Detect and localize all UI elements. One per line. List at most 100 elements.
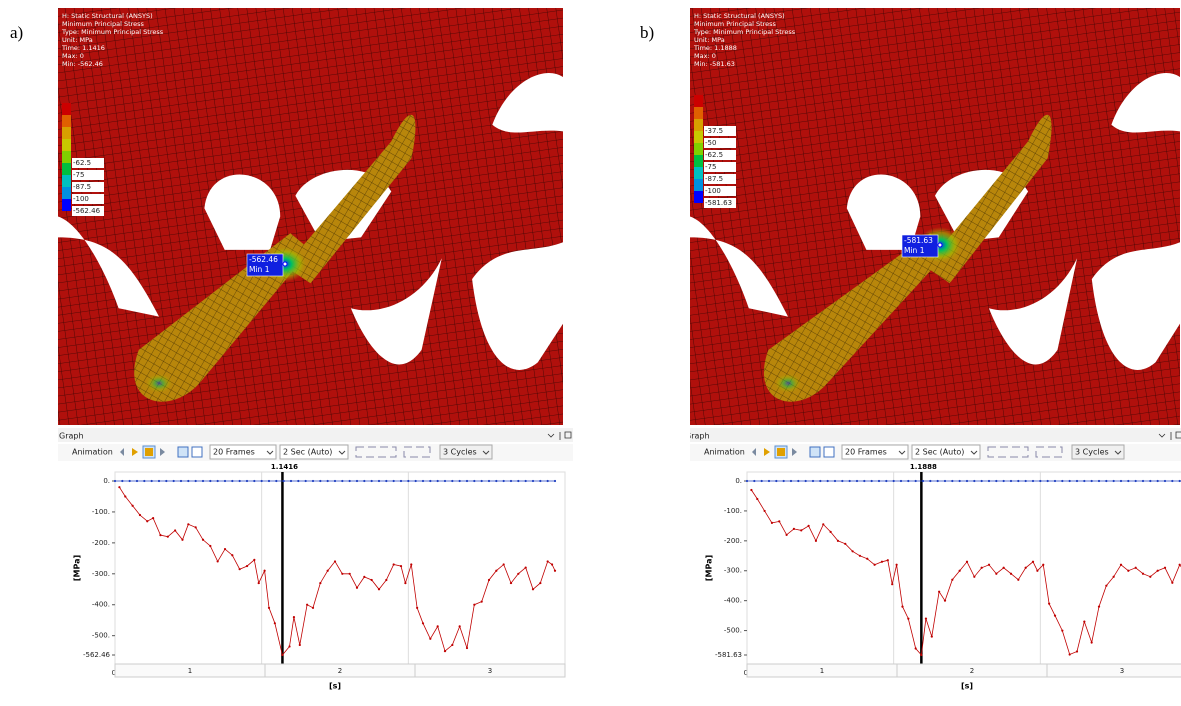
series-point: [958, 479, 961, 483]
graph-title: Graph: [685, 432, 710, 441]
toolbar-icons: [1035, 446, 1063, 458]
tooth-gap: [988, 258, 1078, 365]
series-point: [341, 479, 344, 483]
series-point: [363, 479, 366, 483]
button-icon: [132, 448, 138, 456]
series-point: [1053, 614, 1057, 617]
series-point: [487, 578, 491, 582]
table-cell: [1046, 663, 1181, 678]
series-point: [370, 479, 373, 483]
loaded-tooth: [763, 233, 950, 402]
series-point: [410, 563, 413, 566]
legend-label: -87.5: [705, 175, 723, 183]
mesh-body: [58, 8, 563, 425]
series-point: [187, 523, 190, 526]
series-point: [416, 606, 419, 609]
series-point: [750, 488, 753, 492]
legend-label-bg: [72, 170, 104, 180]
legend-swatch: [62, 187, 71, 199]
graph-header: Graph: [685, 428, 1181, 442]
series-point: [775, 479, 778, 483]
toolbar-button[interactable]: [132, 448, 138, 456]
toolbar-button[interactable]: [774, 445, 788, 459]
series-point: [377, 588, 381, 591]
view-button[interactable]: [177, 446, 189, 458]
x-axis-label: [s]: [329, 682, 341, 691]
series-point: [355, 479, 359, 483]
series-point: [509, 581, 513, 585]
series-point: [451, 479, 454, 483]
series-point: [487, 479, 491, 483]
series-point: [421, 479, 425, 483]
result-header-line: Time: 1.1888: [693, 44, 737, 52]
probe-value: -562.46: [249, 255, 278, 264]
dropdown[interactable]: [209, 444, 277, 460]
series-point: [223, 547, 227, 551]
series-point: [135, 479, 139, 483]
series-point: [1036, 569, 1039, 572]
series-point: [1075, 479, 1079, 483]
view-button[interactable]: [809, 446, 821, 458]
series-point: [770, 521, 774, 524]
series-point: [480, 479, 483, 483]
series-point: [1083, 620, 1086, 623]
series-point: [138, 513, 142, 517]
toolbar-button[interactable]: [118, 448, 124, 456]
series-point: [363, 575, 366, 579]
legend-label-bg: [72, 182, 104, 192]
series-point: [1097, 479, 1101, 483]
series-point: [914, 479, 917, 483]
legend-label: -562.46: [73, 207, 101, 215]
result-header-line: Unit: MPa: [62, 36, 93, 44]
toolbar-button[interactable]: [750, 448, 756, 456]
series-point: [524, 479, 527, 483]
series-point: [892, 479, 895, 483]
series-point: [273, 622, 276, 625]
dropdown[interactable]: [911, 444, 981, 460]
series-point: [165, 479, 168, 483]
series-point: [539, 581, 542, 585]
series-point: [763, 509, 766, 513]
series-point: [275, 479, 278, 483]
toolbar-button[interactable]: [142, 445, 156, 459]
dropdown[interactable]: [439, 444, 493, 460]
series-point: [181, 538, 184, 541]
dropdown-arrow: [898, 450, 906, 455]
dropdown[interactable]: [279, 444, 349, 460]
view-button[interactable]: [191, 446, 203, 458]
table-cell-text: 3: [1120, 667, 1124, 675]
series-point: [1068, 479, 1071, 483]
toolbar-button[interactable]: [764, 448, 770, 456]
series-point: [907, 617, 910, 620]
tooth-gap: [204, 174, 281, 250]
tooth-gap: [1111, 73, 1180, 133]
toolbar-button[interactable]: [792, 448, 798, 456]
y-axis-label: [MPa]: [73, 555, 82, 581]
series-point: [238, 568, 241, 571]
view-button[interactable]: [823, 446, 835, 458]
series-point: [965, 479, 969, 483]
series-point: [1119, 479, 1123, 483]
series-point: [333, 560, 337, 563]
series-point: [792, 527, 796, 530]
dropdown[interactable]: [841, 444, 909, 460]
result-header-line: Minimum Principal Stress: [62, 20, 145, 28]
series-point: [118, 486, 121, 489]
series-point: [128, 479, 131, 483]
series-point: [1097, 605, 1101, 608]
dropdown-text: 2 Sec (Auto): [283, 448, 332, 457]
series-point: [760, 479, 763, 483]
series-point: [782, 479, 785, 483]
button-icon: [145, 448, 153, 456]
legend-swatch: [694, 143, 703, 155]
dropdown[interactable]: [1071, 444, 1125, 460]
result-header-line: Time: 1.1416: [61, 44, 105, 52]
toolbar-icons: [987, 446, 1029, 458]
series-point: [1090, 641, 1093, 644]
series-point: [987, 563, 991, 566]
toolbar-button[interactable]: [160, 448, 166, 456]
series-point: [502, 479, 505, 483]
table-cell-text: 2: [970, 667, 974, 675]
button-icon: [160, 448, 166, 456]
probe-point: [282, 261, 288, 267]
